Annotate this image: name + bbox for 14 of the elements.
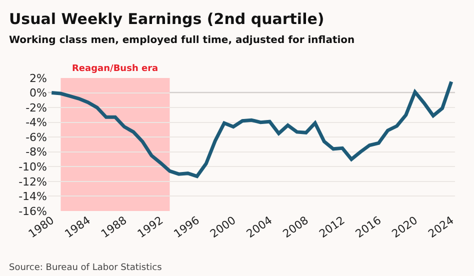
band-label: Reagan/Bush era [72,64,158,74]
chart-title: Usual Weekly Earnings (2nd quartile) [9,10,324,28]
y-tick-label: -8% [26,146,47,159]
y-tick-label: 2% [30,72,47,85]
y-tick-label: -10% [18,160,47,174]
y-tick-label: -14% [18,190,47,204]
y-tick-label: -4% [26,116,47,130]
y-tick-label: -6% [26,130,47,144]
y-tick-label: -12% [18,175,47,188]
y-tick-label: -16% [18,204,47,218]
chart-subtitle: Working class men, employed full time, adjusted for inflation [9,35,355,46]
source-note: Source: Bureau of Labor Statistics [9,263,162,273]
y-tick-label: 0% [30,86,47,100]
y-tick-label: -2% [26,101,47,114]
